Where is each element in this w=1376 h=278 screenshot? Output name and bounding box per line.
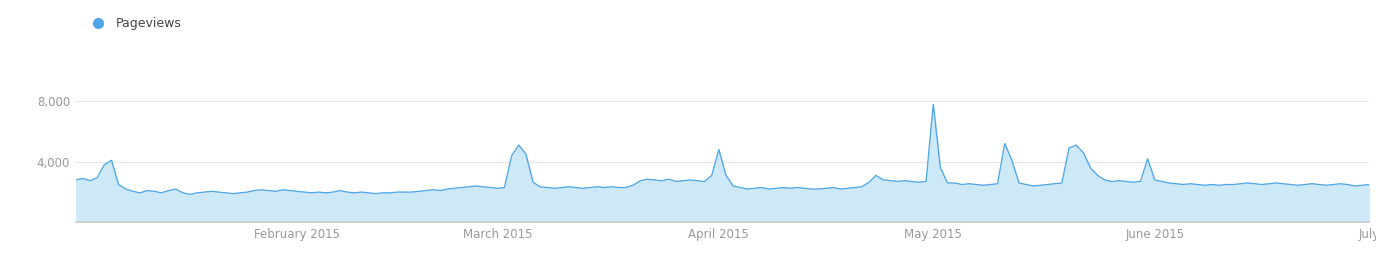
Legend: Pageviews: Pageviews bbox=[81, 13, 187, 36]
